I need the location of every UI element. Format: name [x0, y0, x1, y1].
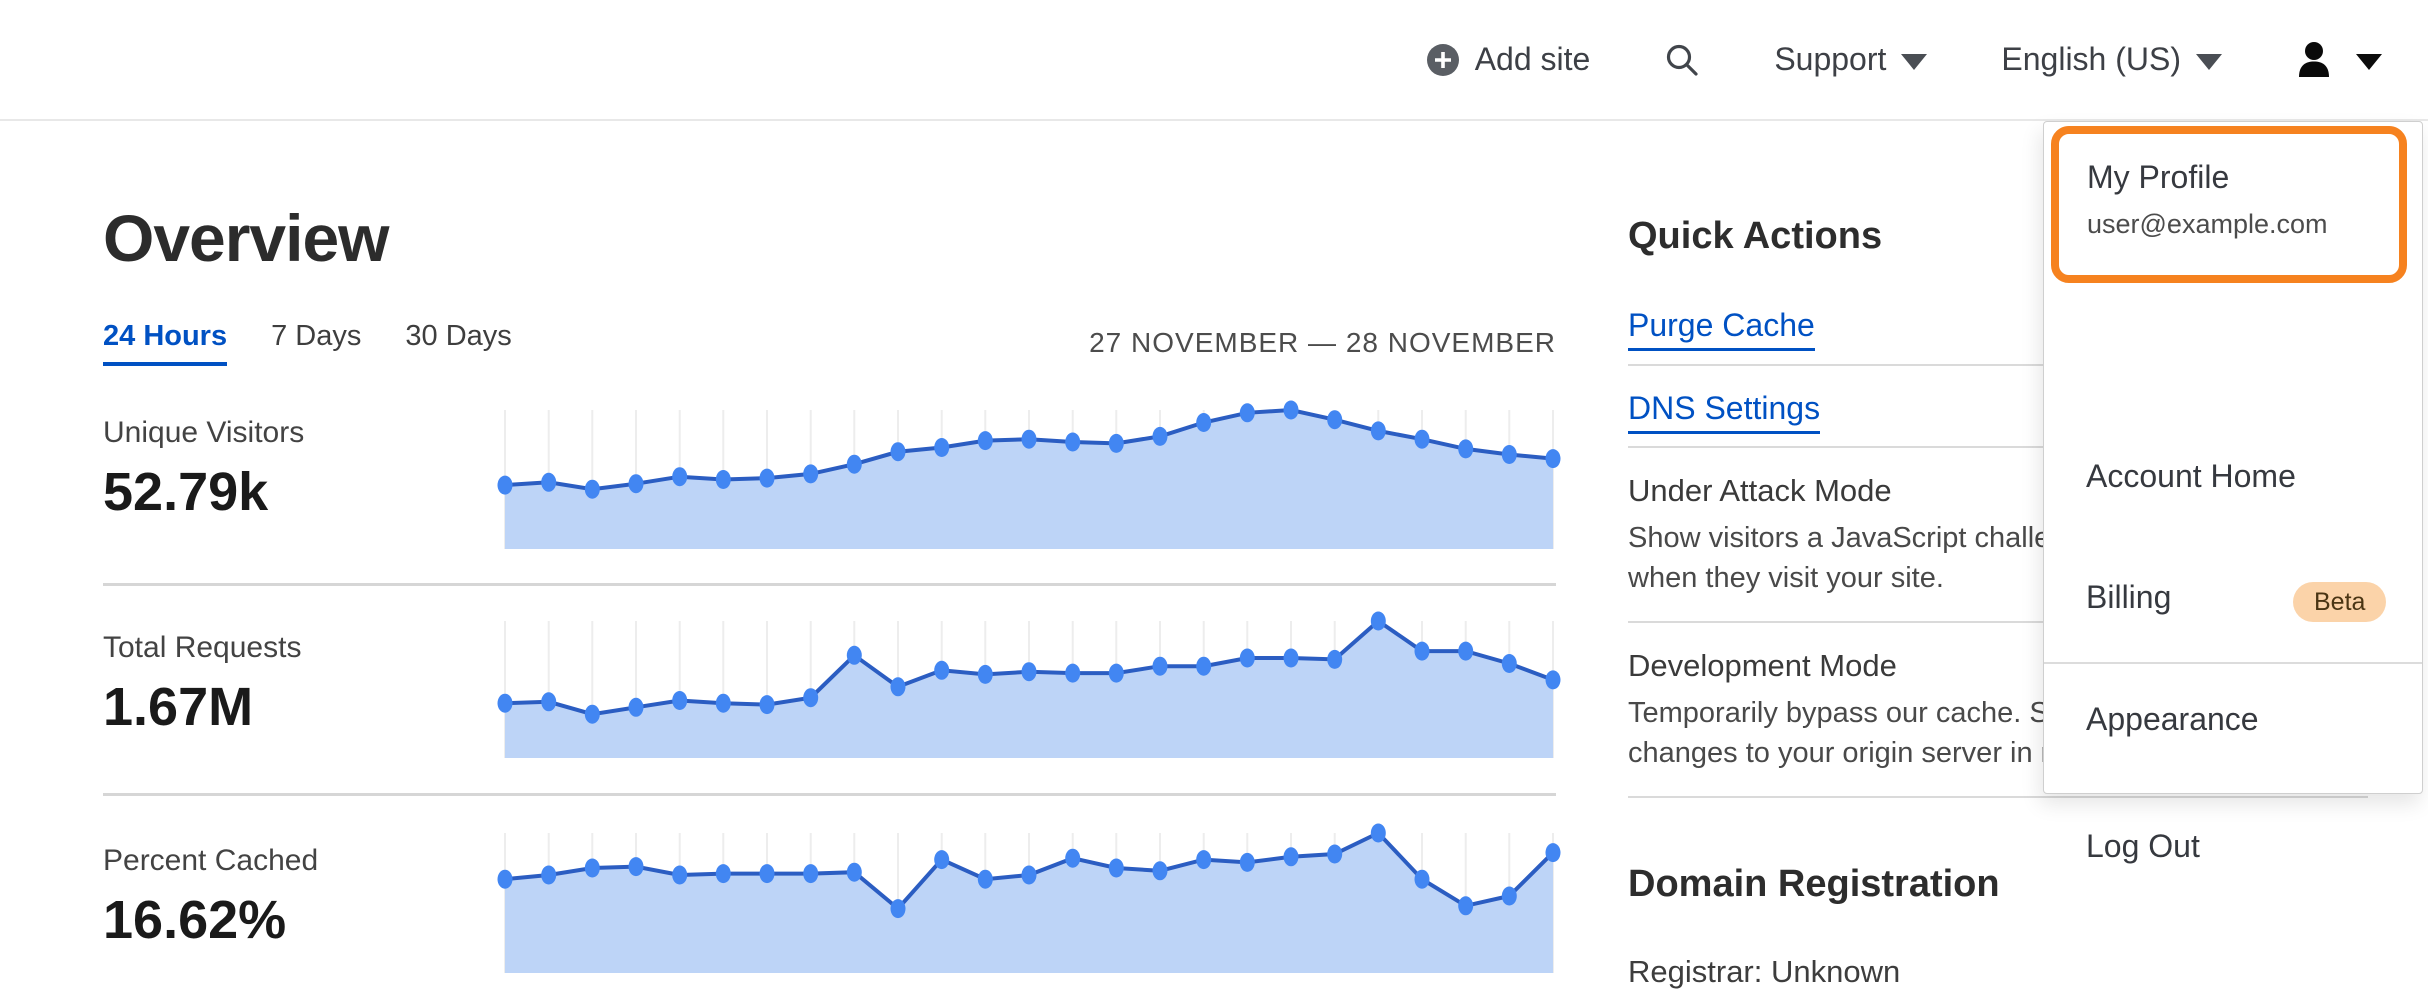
- date-range-label: 27 NOVEMBER — 28 NOVEMBER: [1089, 327, 1556, 358]
- metric-value: 16.62%: [103, 890, 287, 950]
- tab-30-days[interactable]: 30 Days: [405, 320, 512, 352]
- dns-settings-link[interactable]: DNS Settings: [1628, 388, 1821, 434]
- description-line: Temporarily bypass our cache. See: [1628, 697, 2081, 729]
- divider: [1628, 796, 2368, 798]
- tab-7-days[interactable]: 7 Days: [271, 320, 362, 352]
- total-requests-area-chart: [497, 611, 1561, 758]
- menu-item-appearance[interactable]: Appearance: [2086, 701, 2259, 737]
- add-site-label: Add site: [1474, 41, 1591, 77]
- chevron-down-icon: [1901, 53, 1928, 70]
- menu-item-billing[interactable]: Billing: [2086, 579, 2172, 615]
- top-nav-bar: Add site Support English (US): [0, 0, 2428, 121]
- divider: [1628, 621, 2368, 623]
- quick-actions-title: Quick Actions: [1628, 215, 1883, 257]
- beta-badge: Beta: [2293, 582, 2387, 622]
- metric-value: 1.67M: [103, 677, 254, 737]
- registrar-value: Registrar: Unknown: [1628, 954, 1901, 989]
- support-label: Support: [1774, 41, 1887, 77]
- description-line: Show visitors a JavaScript challenge: [1628, 522, 2099, 554]
- under-attack-mode-title: Under Attack Mode: [1628, 473, 1892, 508]
- account-menu-button[interactable]: [2296, 41, 2382, 78]
- menu-item-log-out[interactable]: Log Out: [2086, 828, 2200, 864]
- user-email: user@example.com: [2087, 209, 2328, 239]
- my-profile-label: My Profile: [2087, 159, 2230, 195]
- plus-circle-icon: [1426, 43, 1459, 76]
- search-button[interactable]: [1664, 42, 1700, 78]
- purge-cache-link[interactable]: Purge Cache: [1628, 305, 1815, 351]
- row-divider: [103, 793, 1556, 796]
- page-title: Overview: [103, 201, 390, 275]
- support-menu[interactable]: Support: [1774, 41, 1928, 78]
- menu-divider: [2044, 662, 2422, 664]
- description-line: when they visit your site.: [1628, 562, 1944, 594]
- language-menu[interactable]: English (US): [2001, 41, 2222, 78]
- tab-24-hours[interactable]: 24 Hours: [103, 320, 228, 366]
- chevron-down-icon: [2356, 53, 2382, 70]
- search-icon: [1667, 44, 1698, 76]
- under-attack-mode-description: Show visitors a JavaScript challenge whe…: [1628, 518, 2099, 598]
- divider: [1628, 446, 2368, 448]
- development-mode-title: Development Mode: [1628, 648, 1897, 683]
- divider: [1628, 364, 2368, 366]
- metric-value: 52.79k: [103, 462, 269, 522]
- metric-label: Total Requests: [103, 631, 302, 664]
- metric-percent-cached: Percent Cached 16.62%: [103, 843, 503, 951]
- chevron-down-icon: [2196, 53, 2222, 70]
- percent-cached-area-chart: [497, 823, 1561, 973]
- user-icon: [2299, 42, 2329, 77]
- account-dropdown-menu: My Profile user@example.com Account Home…: [2043, 121, 2423, 864]
- metric-label: Unique Visitors: [103, 416, 305, 449]
- add-site-button[interactable]: Add site: [1426, 41, 1591, 78]
- menu-item-account-home[interactable]: Account Home: [2086, 458, 2296, 494]
- time-range-tabs: 24 Hours 7 Days 30 Days: [103, 320, 512, 366]
- metric-total-requests: Total Requests 1.67M: [103, 630, 503, 738]
- metric-unique-visitors: Unique Visitors 52.79k: [103, 415, 503, 523]
- metric-label: Percent Cached: [103, 844, 319, 877]
- row-divider: [103, 583, 1556, 586]
- domain-registration-title: Domain Registration: [1628, 863, 2000, 905]
- language-label: English (US): [2001, 41, 2181, 77]
- menu-item-my-profile[interactable]: My Profile user@example.com: [2051, 126, 2407, 283]
- unique-visitors-area-chart: [497, 400, 1561, 549]
